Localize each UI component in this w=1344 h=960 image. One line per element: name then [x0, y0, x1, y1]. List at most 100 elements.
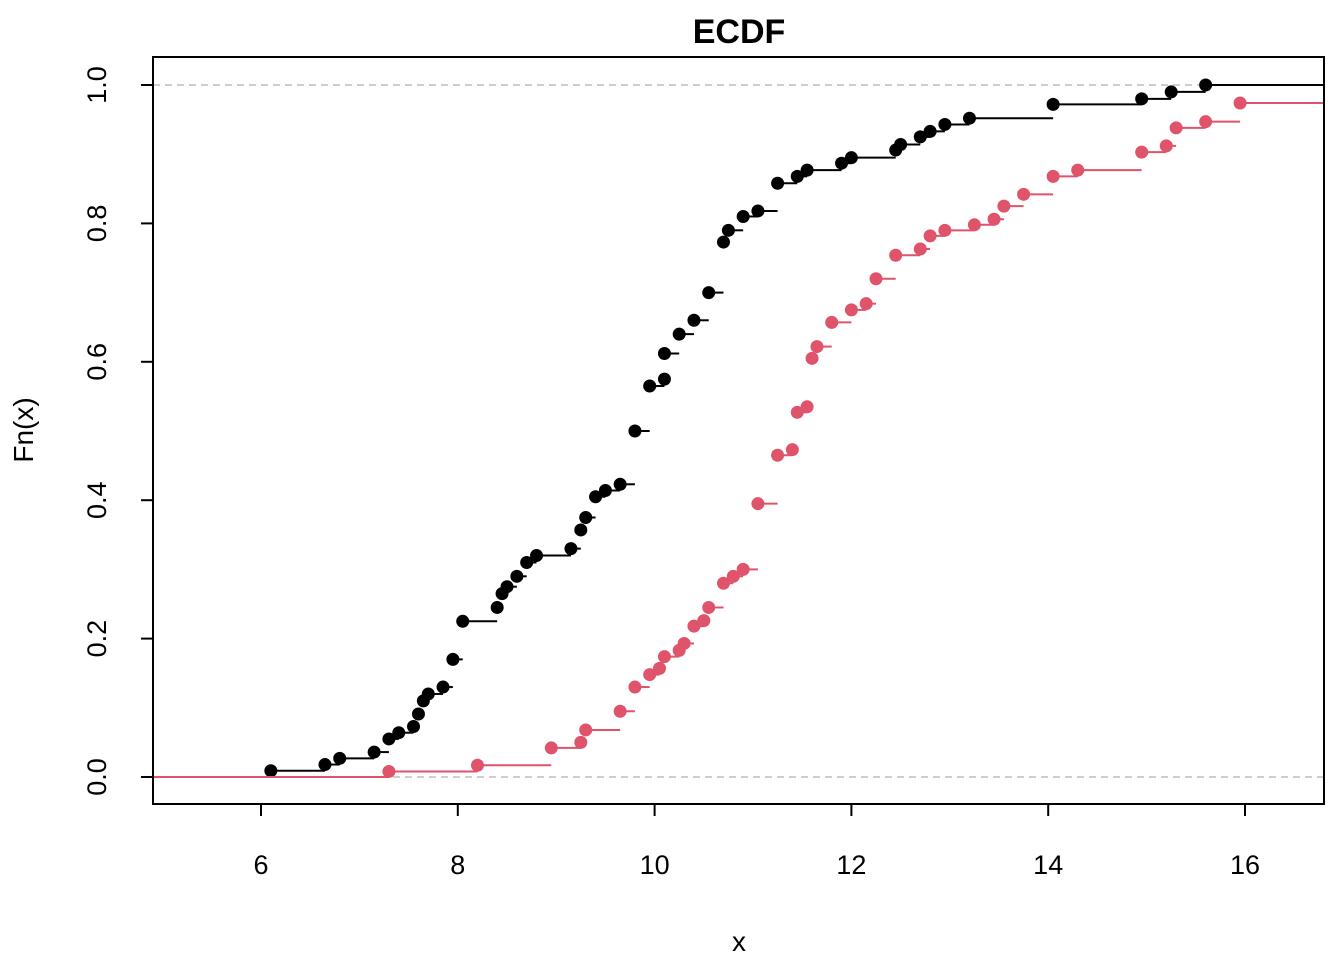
ecdf-point [598, 484, 612, 498]
ecdf-point [1159, 139, 1173, 153]
ecdf-point [962, 111, 976, 125]
ecdf-point [967, 218, 981, 232]
ecdf-point [382, 732, 396, 746]
ecdf-point [490, 600, 504, 614]
ecdf-point [785, 443, 799, 457]
ecdf-point [913, 130, 927, 144]
ecdf-point [771, 176, 785, 190]
ecdf-point [579, 511, 593, 524]
ecdf-point [1199, 115, 1213, 129]
ecdf-point [1169, 121, 1183, 135]
y-tick-label: 1.0 [82, 66, 112, 104]
ecdf-point [643, 379, 657, 393]
x-tick-label: 14 [1033, 850, 1063, 880]
ecdf-point [697, 614, 711, 628]
ecdf-point [859, 297, 873, 311]
ecdf-point [564, 542, 578, 556]
ecdf-point [938, 223, 952, 237]
x-axis: 6 8 10 12 14 16 [253, 804, 1260, 880]
x-tick-label: 12 [836, 850, 866, 880]
ecdf-point [1135, 145, 1149, 159]
ecdf-point [264, 764, 278, 778]
ecdf-point [544, 741, 558, 755]
series-1 [153, 78, 1324, 778]
ecdf-point [702, 286, 716, 300]
ecdf-point [997, 199, 1011, 213]
ecdf-point [1046, 169, 1060, 183]
ecdf-point [574, 735, 588, 749]
ecdf-point [1135, 92, 1149, 106]
ecdf-point [333, 751, 347, 765]
ecdf-point [421, 687, 435, 701]
ecdf-point [510, 569, 524, 583]
ecdf-point [913, 242, 927, 256]
y-tick-label: 0.6 [82, 343, 112, 381]
ecdf-point [805, 351, 819, 365]
ecdf-point [835, 156, 849, 170]
x-tick-label: 10 [640, 850, 670, 880]
ecdf-point [653, 661, 667, 675]
series-2 [153, 96, 1324, 778]
ecdf-point [687, 619, 701, 633]
x-tick-label: 8 [450, 850, 465, 880]
ecdf-point [1046, 97, 1060, 111]
ecdf-point [470, 758, 484, 772]
ecdf-point [987, 212, 1001, 226]
ecdf-point [751, 204, 765, 218]
ecdf-point [825, 315, 839, 329]
ecdf-point [456, 614, 470, 628]
ecdf-point [657, 372, 671, 386]
ecdf-point [613, 704, 627, 718]
plot-frame [152, 56, 1325, 805]
ecdf-point [657, 346, 671, 360]
ecdf-point [574, 523, 588, 537]
ecdf-point [790, 169, 804, 183]
ecdf-point [938, 117, 952, 131]
ecdf-point [1071, 163, 1085, 177]
ecdf-point [687, 313, 701, 327]
ecdf-point [736, 209, 750, 223]
ecdf-point [643, 668, 657, 682]
ecdf-point [677, 636, 691, 650]
reference-lines [153, 84, 1324, 778]
ecdf-point [751, 497, 765, 511]
x-tick-label: 16 [1230, 850, 1260, 880]
ecdf-point [500, 580, 514, 594]
ecdf-point [446, 652, 460, 666]
x-tick-label: 6 [253, 850, 268, 880]
ecdf-point [407, 719, 421, 733]
ecdf-point [1017, 187, 1031, 201]
ecdf-point [716, 576, 730, 590]
ecdf-point [628, 424, 642, 438]
ecdf-point [889, 248, 903, 262]
ecdf-point [318, 758, 332, 772]
y-axis: 0.0 0.2 0.4 0.6 0.8 1.0 [82, 66, 153, 796]
ecdf-point [589, 490, 603, 504]
ecdf-point [1164, 85, 1178, 99]
ecdf-point [411, 707, 425, 721]
ecdf-point [800, 400, 814, 414]
ecdf-point [726, 569, 740, 583]
ecdf-point [721, 223, 735, 237]
ecdf-point [628, 680, 642, 694]
ecdf-point [790, 405, 804, 419]
ecdf-point [894, 138, 908, 152]
ecdf-point [923, 229, 937, 243]
ecdf-point [810, 340, 824, 354]
chart-title: ECDF [693, 13, 786, 51]
ecdf-point [702, 600, 716, 614]
ecdf-point [613, 477, 627, 491]
y-tick-label: 0.2 [82, 620, 112, 658]
ecdf-point [800, 163, 814, 177]
ecdf-point [382, 764, 396, 778]
y-tick-label: 0.8 [82, 205, 112, 243]
ecdf-point [1199, 78, 1213, 92]
y-axis-label: Fn(x) [8, 397, 39, 462]
ecdf-point [771, 448, 785, 462]
ecdf-point [716, 235, 730, 249]
ecdf-point [520, 555, 534, 569]
ecdf-point [530, 549, 544, 563]
ecdf-point [672, 327, 686, 341]
ecdf-point [367, 745, 381, 759]
